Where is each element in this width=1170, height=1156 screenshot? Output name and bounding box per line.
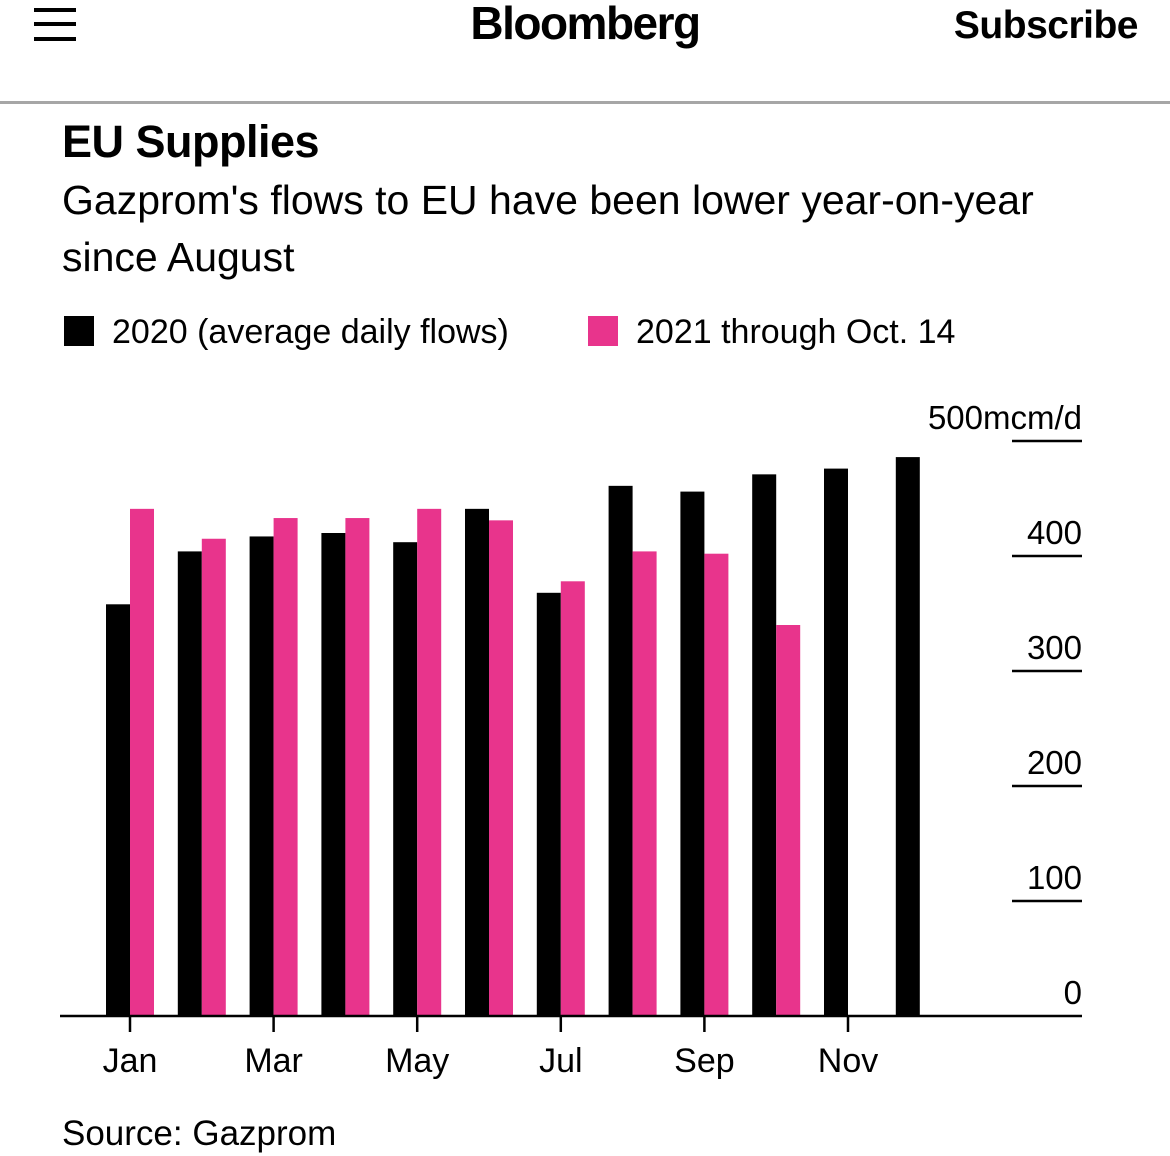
bar-2021-aug — [632, 551, 657, 1016]
x-tick-label-mar: Mar — [244, 1042, 303, 1080]
x-tick-label-jul: Jul — [539, 1042, 582, 1080]
bar-2020-mar — [249, 536, 274, 1016]
legend-swatch-2020 — [64, 316, 94, 346]
y-tick-label-100: 100 — [1027, 859, 1082, 896]
bar-2021-jan — [130, 508, 154, 1016]
y-tick-label-0: 0 — [1064, 974, 1082, 1011]
chart-title: EU Supplies — [62, 116, 320, 167]
x-axis: Jan Mar May Jul Sep Nov — [60, 1014, 1082, 1080]
bar-2020-sep — [680, 491, 705, 1017]
x-tick-label-nov: Nov — [818, 1042, 878, 1080]
y-tick-label-200: 200 — [1027, 744, 1082, 781]
source-note: Source: Gazprom — [62, 1114, 337, 1153]
bars-group — [106, 457, 920, 1017]
bar-2020-aug — [608, 485, 633, 1017]
y-tick-label-300: 300 — [1027, 629, 1082, 666]
bar-2020-nov — [824, 468, 848, 1017]
hamburger-menu-icon[interactable] — [34, 8, 76, 42]
legend-label-2020: 2020 (average daily flows) — [112, 313, 509, 351]
legend-item-2021: 2021 through Oct. 14 — [588, 312, 955, 352]
x-tick-label-may: May — [385, 1042, 449, 1080]
legend-item-2020: 2020 (average daily flows) — [64, 312, 509, 352]
x-tick-label-sep: Sep — [674, 1042, 735, 1080]
x-tick-label-jan: Jan — [103, 1042, 158, 1080]
legend-swatch-2021 — [588, 316, 618, 346]
bar-2020-oct — [752, 474, 777, 1017]
legend-label-2021: 2021 through Oct. 14 — [636, 313, 956, 351]
bloomberg-logo[interactable]: Bloomberg — [470, 0, 701, 49]
bar-2021-sep — [704, 553, 729, 1016]
y-tick-label-400: 400 — [1027, 514, 1082, 551]
y-tick-label-500: 500mcm/d — [928, 399, 1082, 436]
bar-2021-mar — [273, 518, 298, 1016]
chart-subtitle: Gazprom's flows to EU have been lower ye… — [62, 177, 1034, 280]
bar-2021-oct — [776, 625, 801, 1016]
bar-2020-dec — [895, 457, 920, 1017]
bar-2020-feb — [177, 551, 202, 1016]
bar-2021-feb — [201, 538, 226, 1016]
y-axis: 0 100 200 300 400 500mcm/d — [928, 399, 1082, 1011]
bar-2020-apr — [321, 533, 346, 1016]
bar-2021-may — [417, 508, 442, 1016]
top-navigation-bar: Bloomberg Subscribe — [0, 0, 1170, 104]
bar-2021-apr — [345, 518, 370, 1016]
bar-2021-jul — [560, 581, 585, 1016]
bar-2020-may — [393, 542, 418, 1016]
bar-2021-jun — [489, 520, 513, 1016]
bar-2020-jul — [536, 592, 561, 1016]
bar-2020-jun — [465, 508, 489, 1016]
bar-2020-jan — [106, 604, 130, 1016]
subscribe-button[interactable]: Subscribe — [953, 4, 1139, 47]
